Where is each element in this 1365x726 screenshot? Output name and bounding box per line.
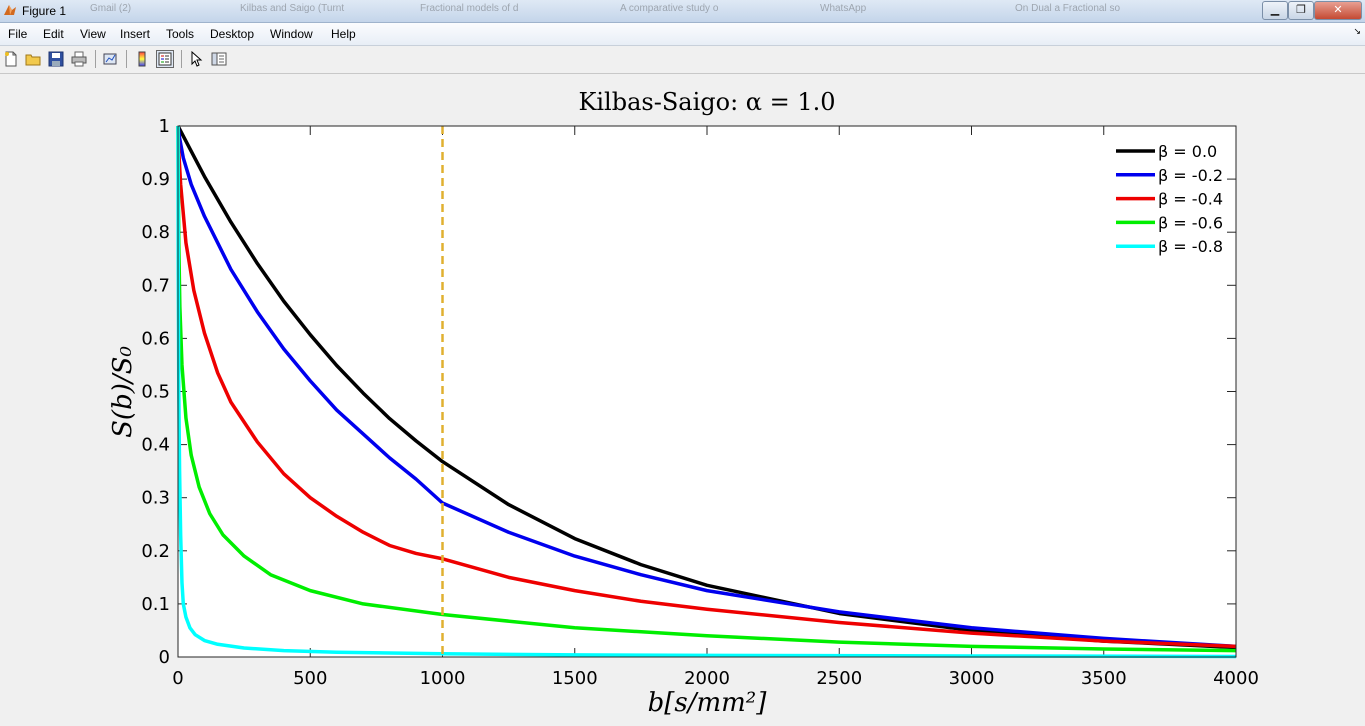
background-tab: WhatsApp <box>820 3 867 14</box>
y-tick-label: 0.1 <box>141 594 170 615</box>
legend-label: β = -0.4 <box>1158 190 1223 209</box>
x-tick-label: 1000 <box>420 668 466 689</box>
y-tick-label: 0.2 <box>141 541 170 562</box>
legend-label: β = -0.6 <box>1158 213 1223 232</box>
menu-insert[interactable]: Insert <box>120 27 151 41</box>
legend-label: β = 0.0 <box>1158 142 1217 161</box>
y-tick-labels: 0 0.1 0.2 0.3 0.4 0.5 0.6 0.7 0.8 0.9 1 <box>141 116 170 668</box>
link-plot-icon[interactable] <box>102 51 118 67</box>
menubar: File Edit View Insert Tools Desktop Wind… <box>0 23 1365 46</box>
x-tick-label: 2500 <box>816 668 862 689</box>
y-tick-label: 0.5 <box>141 382 170 403</box>
menu-file[interactable]: File <box>8 27 28 41</box>
plot-figure: 0 500 1000 1500 2000 2500 3000 3500 4000 0 0.1 0.2… <box>108 88 1259 718</box>
axes-area[interactable] <box>178 126 1236 657</box>
legend-icon[interactable] <box>156 50 174 68</box>
series-line-2 <box>176 125 1237 649</box>
window-title: Figure 1 <box>22 4 67 18</box>
minimize-button[interactable]: ▁ <box>1262 1 1288 20</box>
menu-tools[interactable]: Tools <box>166 27 195 41</box>
legend[interactable]: β = 0.0 β = -0.2 β = -0.4 β = -0.6 β = -0.8 <box>1116 142 1223 256</box>
menu-edit[interactable]: Edit <box>43 27 64 41</box>
background-tab: Fractional models of d <box>420 3 519 14</box>
y-tick-label: 0 <box>159 647 170 668</box>
x-tick-label: 4000 <box>1213 668 1259 689</box>
y-tick-label: 0.9 <box>141 169 170 190</box>
edit-plot-pointer-icon[interactable] <box>189 51 205 67</box>
new-figure-icon[interactable] <box>3 51 19 67</box>
save-icon[interactable] <box>48 51 64 67</box>
toolbar-separator <box>95 50 96 68</box>
plot-lines <box>176 125 1237 659</box>
x-tick-label: 0 <box>172 668 183 689</box>
matlab-icon <box>4 5 16 15</box>
x-tick-label: 3000 <box>949 668 995 689</box>
y-tick-label: 0.8 <box>141 222 170 243</box>
background-tab: Gmail (2) <box>90 3 132 14</box>
menu-desktop[interactable]: Desktop <box>210 27 255 41</box>
y-tick-label: 0.3 <box>141 488 170 509</box>
x-tick-label: 2000 <box>684 668 730 689</box>
window-titlebar: Figure 1 Gmail (2) Kilbas and Saigo (Tur… <box>0 0 1365 23</box>
colorbar-icon[interactable] <box>134 51 150 67</box>
property-editor-icon[interactable] <box>211 51 227 67</box>
x-tick-labels: 0 500 1000 1500 2000 2500 3000 3500 4000 <box>172 668 1259 689</box>
menu-window[interactable]: Window <box>270 27 313 41</box>
y-tick-label: 1 <box>159 116 170 137</box>
open-file-icon[interactable] <box>25 51 41 67</box>
background-tab: Kilbas and Saigo (Turnt <box>240 3 345 14</box>
series-line-1 <box>176 125 1237 649</box>
figure-canvas: 0 500 1000 1500 2000 2500 3000 3500 4000 0 0.1 0.2… <box>0 74 1365 726</box>
menu-help[interactable]: Help <box>331 27 356 41</box>
y-tick-label: 0.4 <box>141 435 170 456</box>
menu-overflow-arrow-icon[interactable]: ↘ <box>1353 27 1361 37</box>
legend-label: β = -0.2 <box>1158 166 1223 185</box>
background-tab: On Dual a Fractional so <box>1015 3 1121 14</box>
series-line-4 <box>176 125 1237 659</box>
series-line-3 <box>176 125 1237 653</box>
restore-button[interactable]: ❐ <box>1288 1 1314 20</box>
figure-toolbar <box>0 46 1365 74</box>
close-button[interactable]: ✕ <box>1314 1 1362 20</box>
toolbar-separator <box>181 50 182 68</box>
y-tick-label: 0.6 <box>141 328 170 349</box>
chart-title: Kilbas-Saigo: α = 1.0 <box>578 88 835 116</box>
y-tick-label: 0.7 <box>141 275 170 296</box>
y-axis-label: S(b)/S₀ <box>108 346 138 438</box>
x-tick-label: 500 <box>293 668 327 689</box>
x-tick-label: 1500 <box>552 668 598 689</box>
axes-frame <box>177 125 1237 658</box>
x-tick-label: 3500 <box>1081 668 1127 689</box>
x-axis-label: b[s/mm²] <box>648 688 768 718</box>
menu-view[interactable]: View <box>80 27 106 41</box>
print-icon[interactable] <box>71 51 87 67</box>
legend-label: β = -0.8 <box>1158 237 1223 256</box>
toolbar-separator <box>126 50 127 68</box>
background-tab: A comparative study o <box>620 3 719 14</box>
